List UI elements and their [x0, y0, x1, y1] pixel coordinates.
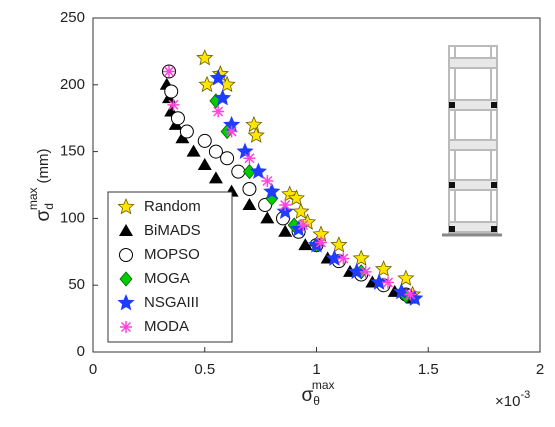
triangle-marker	[197, 157, 212, 170]
star-marker	[352, 249, 370, 266]
series	[162, 65, 417, 301]
star-marker	[236, 142, 254, 159]
legend: Random BiMADS MOPSO MOGA NSGAIII MODA	[107, 191, 233, 343]
asterisk-marker	[225, 125, 238, 138]
asterisk-marker	[167, 98, 180, 111]
asterisk-marker	[261, 174, 274, 187]
legend-box	[107, 191, 233, 343]
star-marker	[263, 182, 281, 200]
triangle-marker	[260, 211, 275, 224]
asterisk-marker	[359, 265, 372, 278]
y-tick-label: 0	[77, 343, 85, 360]
asterisk-marker	[337, 252, 350, 265]
asterisk-marker	[404, 288, 417, 301]
asterisk-marker	[279, 199, 292, 212]
star-marker	[287, 189, 305, 206]
asterisk-marker	[314, 236, 327, 249]
triangle-marker	[298, 238, 313, 251]
star-marker	[247, 126, 265, 143]
legend-marker	[119, 248, 133, 262]
circle-marker	[220, 151, 235, 166]
y-tick-label: 100	[60, 209, 85, 226]
triangle-marker	[175, 131, 190, 144]
y-tick-label: 150	[60, 143, 85, 160]
circle-marker	[242, 182, 257, 197]
structure-icon	[442, 45, 502, 237]
star-marker	[196, 49, 214, 66]
circle-marker	[231, 164, 246, 179]
legend-label: MOPSO	[144, 246, 200, 263]
circle-marker	[170, 111, 185, 126]
legend-label: Random	[144, 198, 201, 215]
legend-marker	[117, 197, 135, 215]
legend-label: BiMADS	[144, 222, 201, 239]
star-marker	[198, 75, 216, 93]
legend-marker	[117, 293, 135, 311]
legend-marker	[119, 271, 133, 287]
y-tick-label: 200	[60, 76, 85, 93]
circle-marker	[208, 144, 223, 159]
y-tick-label: 250	[60, 9, 85, 26]
star-marker	[209, 69, 227, 86]
x-tick-label: 1	[312, 361, 320, 378]
legend-marker	[119, 224, 133, 236]
legend-label: MOGA	[144, 270, 190, 287]
circle-marker	[179, 124, 194, 139]
legend-label: NSGAIII	[144, 294, 199, 311]
y-tick-label: 50	[68, 276, 85, 293]
star-marker	[245, 115, 263, 133]
star-marker	[292, 202, 310, 220]
series	[209, 69, 424, 306]
star-marker	[397, 269, 415, 286]
x-tick-label: 0.5	[194, 361, 215, 378]
asterisk-marker	[212, 105, 225, 118]
triangle-marker	[208, 171, 223, 184]
legend-label: MODA	[144, 318, 189, 335]
x-tick-label: 1.5	[418, 361, 439, 378]
star-marker	[214, 89, 232, 106]
legend-marker	[120, 321, 132, 333]
triangle-marker	[242, 198, 257, 211]
triangle-marker	[186, 144, 201, 157]
asterisk-marker	[382, 276, 395, 289]
triangle-marker	[278, 224, 293, 237]
star-marker	[374, 260, 393, 277]
star-marker	[330, 236, 348, 253]
circle-marker	[164, 84, 179, 99]
x-tick-label: 0	[89, 361, 97, 378]
circle-marker	[197, 133, 212, 148]
asterisk-marker	[297, 219, 310, 232]
y-axis-label: σdmax(mm)	[26, 148, 56, 221]
star-marker	[249, 162, 267, 179]
asterisk-marker	[162, 65, 175, 78]
x-multiplier: ×10-3	[495, 389, 530, 410]
asterisk-marker	[243, 152, 256, 165]
x-axis-label: σθmax	[301, 378, 334, 408]
x-tick-label: 2	[536, 361, 544, 378]
